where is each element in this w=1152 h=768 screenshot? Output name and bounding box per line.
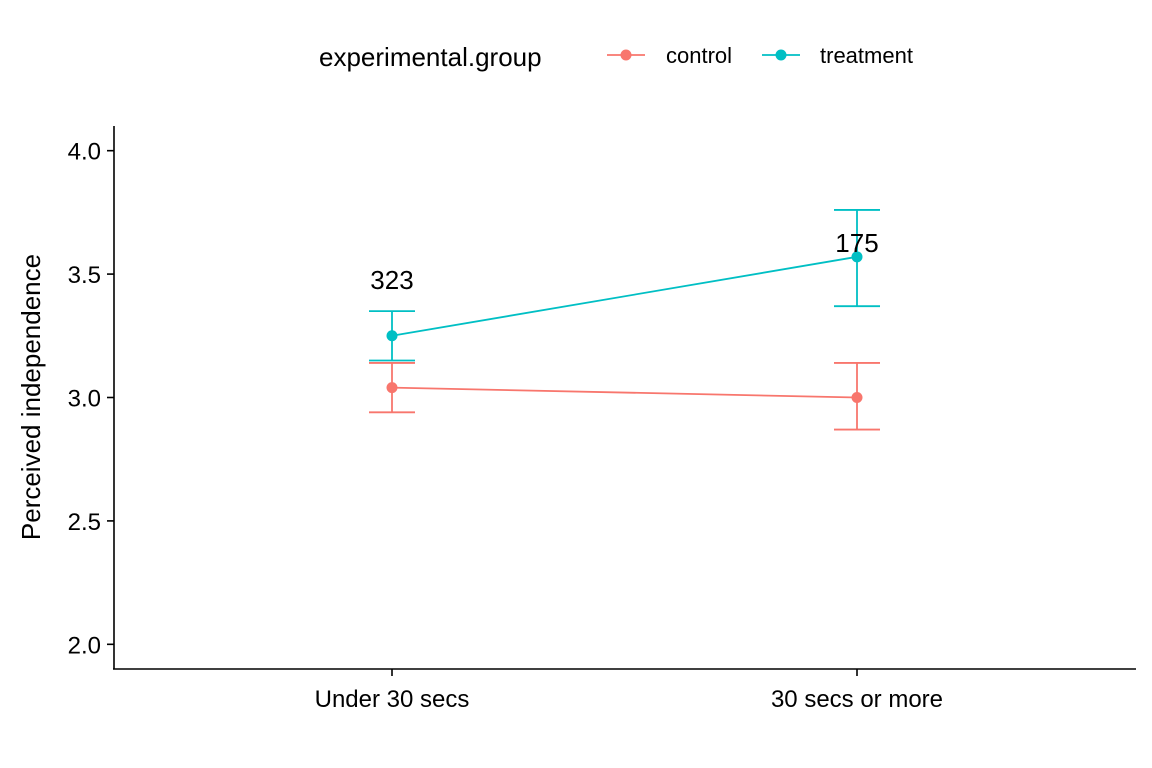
axes: 2.0 2.5 3.0 3.5 4.0 Under 30 secs 30 secs or … [68,126,1136,713]
y-tick-label: 2.5 [68,509,101,536]
data-point [851,392,863,403]
y-tick-label: 3.0 [68,386,101,413]
legend-label: control [666,43,732,68]
series-line [391,255,858,337]
legend-title: experimental.group [319,42,542,72]
legend-key-point [620,49,632,61]
data-point [851,251,863,263]
legend-key-point [775,49,787,61]
y-axis-title: Perceived independence [16,254,46,540]
legend-item-control: control [607,43,732,68]
legend-label: treatment [820,43,913,68]
y-tick-label: 2.0 [68,632,101,659]
data-label: 323 [370,265,413,295]
plot-area: 323 175 [369,209,880,431]
series-control [369,362,880,431]
y-tick-label: 3.5 [68,262,101,289]
data-point [386,330,398,342]
y-tick-label: 4.0 [68,139,101,166]
series-line [391,386,858,399]
x-tick-label: 30 secs or more [771,686,943,713]
series-treatment [369,209,880,362]
x-tick-label: Under 30 secs [315,686,470,713]
legend-item-treatment: treatment [762,43,913,68]
data-point [386,382,398,394]
legend: experimental.group control treatment [319,42,913,72]
data-label: 175 [835,228,878,258]
